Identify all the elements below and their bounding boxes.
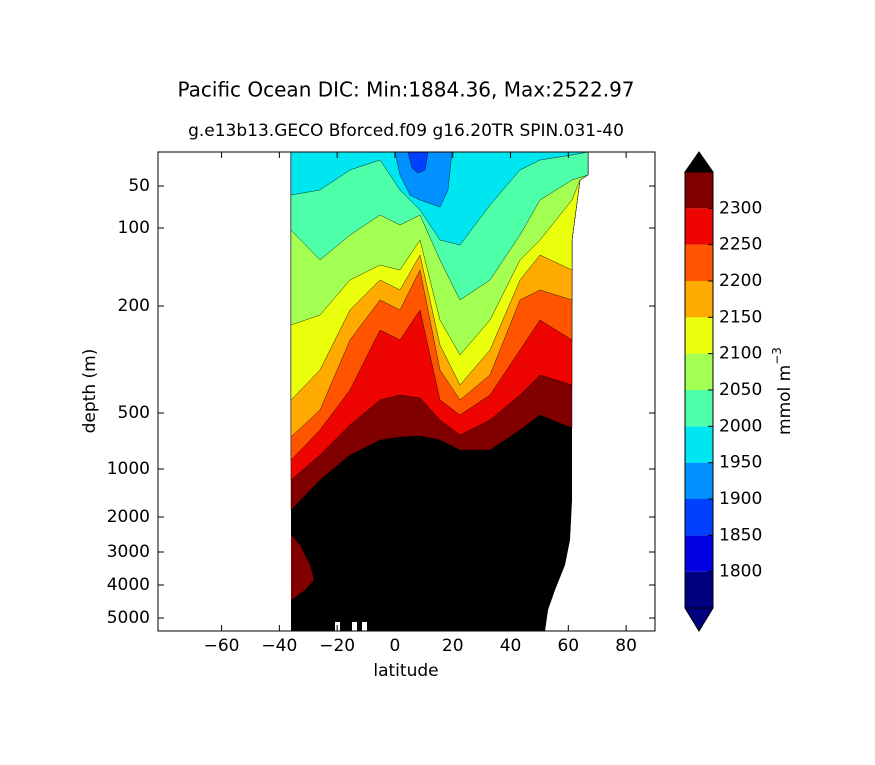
x-tick-label: 20 [442,636,464,656]
y-tick-label: 100 [118,218,150,238]
colorbar-tick-label: 1850 [719,525,762,545]
colorbar-band [685,390,713,427]
colorbar-band [685,499,713,536]
plot-frame [157,151,656,632]
colorbar-tick-label: 2150 [719,307,762,327]
colorbar-tick-label: 2200 [719,271,762,291]
colorbar-tick-label: 2300 [719,198,762,218]
x-tick-label: 60 [557,636,579,656]
colorbar-band [685,535,713,572]
colorbar-tick-label: 2050 [719,380,762,400]
x-axis-label: latitude [373,661,438,681]
colorbar-band [685,172,713,209]
x-tick-label: 0 [390,636,401,656]
land-gap [352,622,357,631]
y-tick-label: 1000 [107,459,150,479]
colorbar-band [685,317,713,354]
x-tick-label: 40 [500,636,522,656]
contour-band [291,535,314,600]
y-tick-label: 2000 [107,507,150,527]
y-tick-label: 500 [118,403,150,423]
y-tick-label: 5000 [107,608,150,628]
colorbar-tick-label: 2100 [719,344,762,364]
y-tick-label: 3000 [107,542,150,562]
colorbar-tick-label: 2000 [719,416,762,436]
contour-band [394,152,453,208]
chart-title: Pacific Ocean DIC: Min:1884.36, Max:2522… [177,78,634,102]
y-tick-label: 200 [118,296,150,316]
y-tick-label: 4000 [107,575,150,595]
x-tick-label: 80 [615,636,637,656]
x-tick-label: −40 [261,636,297,656]
colorbar-band [685,426,713,463]
colorbar-tick-label: 1950 [719,453,762,473]
chart-subtitle: g.e13b13.GECO Bforced.f09 g16.20TR SPIN.… [188,121,624,141]
land-gap [362,622,367,631]
colorbar-band [685,571,713,608]
colorbar-band [685,208,713,245]
colorbar-tick-label: 2250 [719,235,762,255]
x-tick-label: −60 [204,636,240,656]
colorbar-tick-label: 1900 [719,489,762,509]
x-tick-label: −20 [319,636,355,656]
y-tick-label: 50 [128,176,150,196]
colorbar-tick-label: 1800 [719,562,762,582]
colorbar-band [685,281,713,318]
colorbar-label-exponent: −3 [770,347,784,365]
colorbar-band [685,353,713,390]
y-axis-label: depth (m) [80,349,100,434]
contour-field [290,152,589,631]
colorbar-band [685,244,713,281]
colorbar-band [685,462,713,499]
contour-band [407,152,429,174]
colorbar-label: mmol m−3 [770,347,796,435]
colorbar-label-text: mmol m [775,365,795,435]
